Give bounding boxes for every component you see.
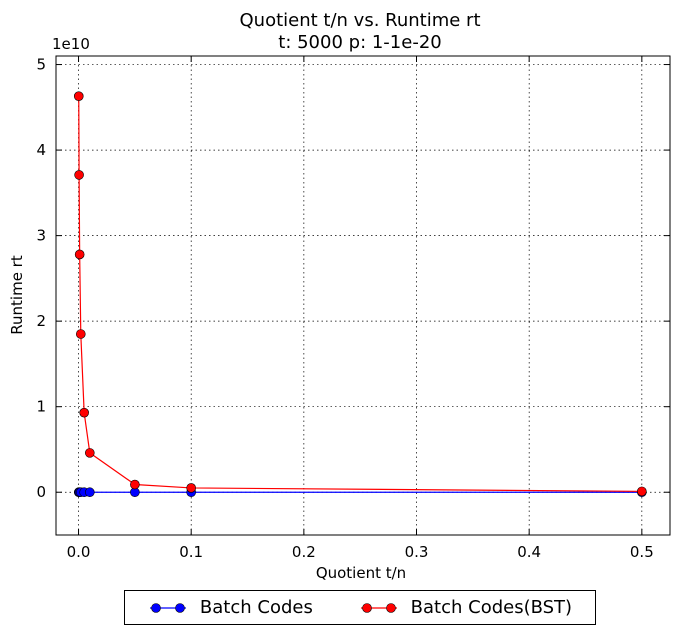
data-point-batch-codes-bst	[130, 479, 140, 490]
x-tick-label: 0.4	[517, 543, 541, 561]
x-tick-label: 0.1	[179, 543, 203, 561]
y-tick-label: 3	[36, 227, 46, 245]
chart-subtitle: t: 5000 p: 1-1e-20	[278, 32, 441, 53]
series-line-batch-codes-bst	[78, 96, 642, 492]
data-point-batch-codes-bst	[84, 448, 95, 458]
legend-label-batch-codes: Batch Codes	[199, 597, 313, 618]
legend-item-batch-codes: Batch Codes	[148, 597, 313, 618]
data-point-batch-codes-bst	[637, 486, 647, 497]
grid-layer	[56, 56, 670, 535]
y-offset-label: 1e10	[52, 35, 90, 53]
plot-frame	[55, 55, 671, 536]
y-tick-label: 4	[36, 141, 46, 159]
tick-layer: 0.0 0.1 0.2 0.3 0.4 0.5 0 1 2 3 4 5	[36, 56, 670, 561]
x-tick-label: 0.5	[630, 543, 654, 561]
legend: Batch Codes Batch Codes(BST)	[124, 590, 596, 625]
x-tick-label: 0.3	[405, 543, 429, 561]
data-point-batch-codes	[84, 487, 95, 498]
chart-title: Quotient t/n vs. Runtime rt	[240, 10, 481, 31]
legend-item-batch-codes-bst: Batch Codes(BST)	[359, 597, 572, 618]
y-axis-label: Runtime rt	[8, 255, 26, 335]
y-tick-label: 5	[36, 56, 46, 74]
series-batch-codes	[73, 487, 647, 498]
y-tick-label: 1	[36, 398, 46, 416]
data-point-batch-codes-bst	[79, 407, 89, 418]
legend-swatch-batch-codes-bst	[360, 602, 397, 613]
x-tick-label: 0.2	[292, 543, 316, 561]
y-tick-label: 0	[36, 483, 46, 501]
data-point-batch-codes-bst	[75, 329, 86, 339]
legend-label-batch-codes-bst: Batch Codes(BST)	[410, 597, 573, 618]
x-tick-label: 0.0	[67, 543, 91, 561]
series-layer	[73, 91, 647, 498]
data-point-batch-codes-bst	[73, 91, 84, 102]
x-axis-label: Quotient t/n	[316, 564, 406, 582]
data-point-batch-codes-bst	[74, 249, 85, 260]
data-point-batch-codes-bst	[74, 170, 84, 180]
series-batch-codes-bst	[73, 91, 647, 497]
y-tick-label: 2	[36, 312, 46, 330]
data-point-batch-codes-bst	[186, 483, 196, 493]
legend-swatch-batch-codes	[149, 602, 186, 613]
